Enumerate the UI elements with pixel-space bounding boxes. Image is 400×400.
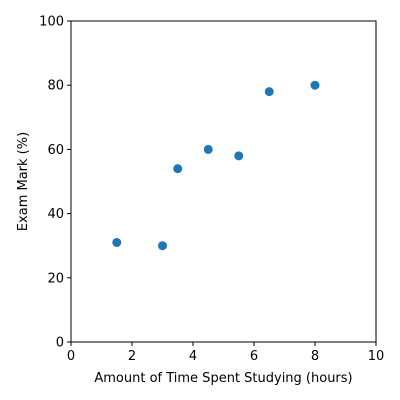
- scatter-point: [234, 151, 244, 161]
- y-axis-label: Exam Mark (%): [16, 132, 31, 231]
- plot-frame: [70, 20, 377, 343]
- y-tick-label: 0: [56, 336, 64, 351]
- x-tick-label: 2: [128, 349, 136, 364]
- scatter-point: [173, 164, 183, 174]
- y-tick-label: 20: [47, 271, 64, 286]
- y-tick-label: 40: [47, 207, 64, 222]
- scatter-point: [158, 241, 167, 251]
- x-tick-label: 0: [67, 349, 75, 364]
- y-tick-label: 100: [39, 15, 64, 30]
- scatter-point: [264, 87, 274, 97]
- points-layer: [112, 80, 320, 251]
- y-tick-label: 60: [47, 143, 64, 158]
- x-tick-label: 6: [250, 349, 258, 364]
- x-tick-label: 10: [368, 349, 385, 364]
- x-axis-label: Amount of Time Spent Studying (hours): [94, 371, 352, 386]
- scatter-point: [310, 80, 320, 90]
- x-tick-label: 8: [311, 349, 319, 364]
- scatter-point: [112, 237, 122, 247]
- scatter-point: [203, 144, 213, 154]
- y-tick-label: 80: [47, 79, 64, 94]
- x-tick-label: 4: [189, 349, 197, 364]
